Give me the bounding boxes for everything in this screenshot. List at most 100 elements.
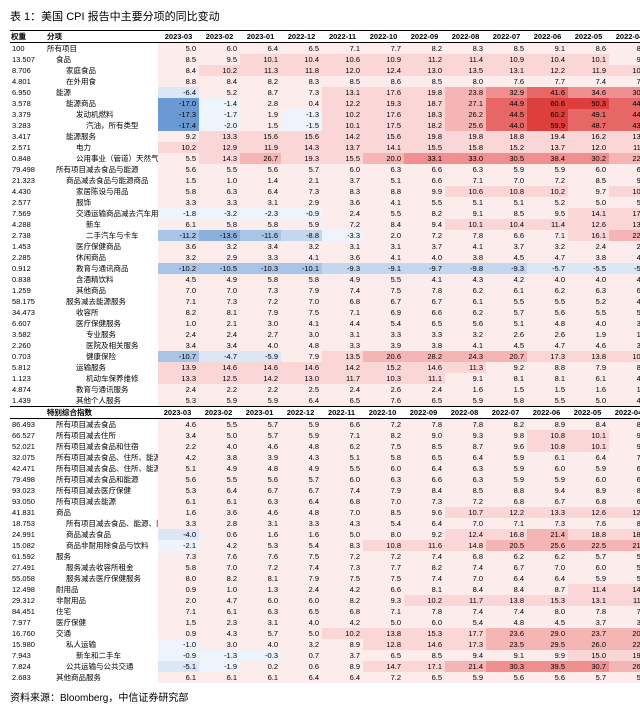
col-period: 2022-04 — [609, 31, 640, 43]
name-cell: 所有项目减去食品 — [46, 419, 158, 431]
value-cell: 18.2 — [609, 529, 640, 540]
value-cell: 3.7 — [322, 175, 363, 186]
value-cell: 8.1 — [486, 373, 527, 384]
weight-cell: 1.439 — [10, 395, 46, 407]
value-cell: 7.3 — [322, 562, 363, 573]
value-cell: 8.5 — [158, 54, 199, 65]
table-row: 5.812运输服务13.914.614.614.614.215.214.611.… — [10, 362, 640, 373]
value-cell: 2.3 — [199, 617, 240, 628]
value-cell: 2.0 — [363, 230, 404, 241]
weight-cell: 2.738 — [10, 230, 46, 241]
name-cell: 家庭食品 — [46, 65, 158, 76]
value-cell: 6.4 — [445, 452, 486, 463]
value-cell: 10.1 — [568, 430, 609, 441]
value-cell: 5.5 — [363, 208, 404, 219]
value-cell: 4.9 — [199, 463, 240, 474]
value-cell: 6.1 — [486, 285, 527, 296]
value-cell: 10.8 — [527, 441, 568, 452]
value-cell: 13.9 — [158, 362, 199, 373]
table-row: 8.706家庭食品8.410.211.311.812.012.413.013.5… — [10, 65, 640, 76]
value-cell: 5.9 — [281, 430, 322, 441]
value-cell: 5.1 — [445, 197, 486, 208]
value-cell: 8.1 — [199, 307, 240, 318]
value-cell: 22.5 — [568, 540, 609, 551]
col-category: 分项 — [46, 31, 158, 43]
value-cell: 13.3 — [199, 131, 240, 142]
value-cell: 18.3 — [404, 109, 445, 120]
value-cell: 28.2 — [404, 351, 445, 362]
weight-cell: 15.082 — [10, 540, 46, 551]
value-cell: 3.1 — [363, 241, 404, 252]
value-cell: 8.7 — [527, 584, 568, 595]
value-cell: 5.7 — [240, 628, 281, 639]
value-cell: 4.3 — [445, 274, 486, 285]
value-cell: 3.3 — [363, 329, 404, 340]
weight-cell: 18.753 — [10, 518, 46, 529]
value-cell: 14.6 — [240, 362, 281, 373]
value-cell: 7.4 — [486, 606, 527, 617]
value-cell: 26.2 — [445, 109, 486, 120]
value-cell: 4.2 — [199, 540, 240, 551]
value-cell: 11.9 — [240, 142, 281, 153]
value-cell: 6.1 — [158, 496, 199, 507]
weight-cell: 8.706 — [10, 65, 46, 76]
value-cell: 5.1 — [486, 197, 527, 208]
weight-cell: 3.379 — [10, 109, 46, 120]
value-cell: 6.0 — [609, 285, 640, 296]
value-cell: -2.3 — [240, 208, 281, 219]
value-cell: 17.1 — [404, 661, 445, 672]
value-cell: 2.2 — [240, 384, 281, 395]
value-cell: 8.5 — [322, 76, 363, 87]
value-cell: 3.8 — [404, 340, 445, 351]
value-cell: 3.2 — [281, 241, 322, 252]
value-cell: 14.2 — [240, 373, 281, 384]
value-cell: 7.2 — [445, 496, 486, 507]
name-cell: 公共运输与公共交通 — [46, 661, 158, 672]
table-row: 3.417能源服务9.213.315.615.614.215.619.819.8… — [10, 131, 640, 142]
weight-cell: 2.260 — [10, 340, 46, 351]
value-cell: 5.9 — [568, 463, 609, 474]
value-cell: 6.6 — [363, 584, 404, 595]
value-cell: 6.0 — [240, 595, 281, 606]
value-cell: 44.0 — [486, 120, 527, 131]
value-cell: 6.4 — [404, 518, 445, 529]
value-cell: 5.6 — [486, 672, 527, 683]
value-cell: 30.3 — [609, 87, 640, 98]
value-cell: 6.8 — [322, 296, 363, 307]
weight-cell: 1.259 — [10, 285, 46, 296]
table-row: 21.323商品减去食品与能源商品1.51.01.42.13.75.16.67.… — [10, 175, 640, 186]
value-cell: 5.5 — [527, 296, 568, 307]
value-cell: 7.2 — [363, 672, 404, 683]
value-cell: 17.6 — [363, 87, 404, 98]
value-cell: 7.2 — [609, 76, 640, 87]
value-cell: 6.0 — [199, 43, 240, 55]
value-cell: 3.7 — [404, 241, 445, 252]
value-cell: 0.2 — [240, 661, 281, 672]
value-cell: 22.7 — [609, 230, 640, 241]
value-cell: 6.2 — [527, 285, 568, 296]
value-cell: -2.0 — [199, 120, 240, 131]
value-cell: 2.4 — [404, 384, 445, 395]
value-cell: 8.1 — [527, 373, 568, 384]
table-row: 15.980私人运输-1.03.04.03.28.912.814.617.323… — [10, 639, 640, 650]
value-cell: 19.3 — [363, 98, 404, 109]
section-label: 特别综合指数 — [46, 407, 158, 419]
value-cell: 14.1 — [363, 142, 404, 153]
value-cell: 8.4 — [158, 65, 199, 76]
col-weight: 权重 — [10, 31, 46, 43]
value-cell: 5.6 — [609, 573, 640, 584]
table-row: 100所有项目5.06.06.46.57.17.78.28.38.59.18.6… — [10, 43, 640, 55]
value-cell: 5.5 — [199, 164, 240, 175]
value-cell: 7.6 — [199, 551, 240, 562]
value-cell: 6.1 — [199, 496, 240, 507]
value-cell: 9.2 — [486, 362, 527, 373]
value-cell: 3.3 — [158, 518, 199, 529]
value-cell: -0.9 — [281, 208, 322, 219]
value-cell: 1.5 — [240, 120, 281, 131]
value-cell: 4.8 — [281, 340, 322, 351]
value-cell: 1.5 — [158, 617, 199, 628]
value-cell: 3.4 — [158, 340, 199, 351]
value-cell: 15.0 — [568, 650, 609, 661]
value-cell: 2.1 — [199, 318, 240, 329]
value-cell: 10.1 — [568, 441, 609, 452]
